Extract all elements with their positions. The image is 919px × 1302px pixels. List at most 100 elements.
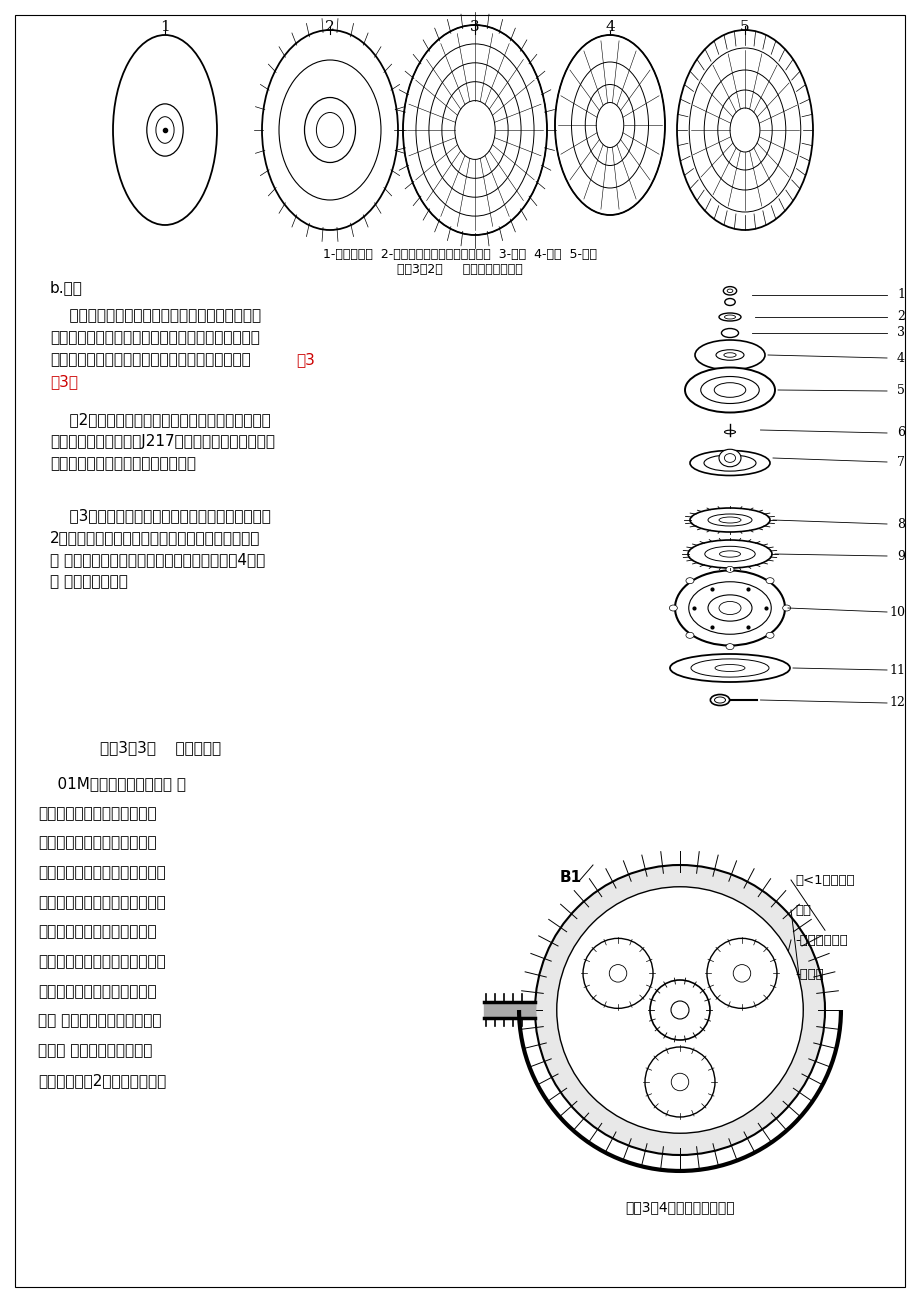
Text: 娜式行星轮式变速机构，基本: 娜式行星轮式变速机构，基本	[38, 806, 156, 820]
Ellipse shape	[686, 633, 693, 638]
Text: 齿圈: 齿圈	[794, 904, 811, 917]
Ellipse shape	[732, 965, 750, 982]
Ellipse shape	[670, 1001, 688, 1019]
Ellipse shape	[723, 353, 735, 357]
Text: 5: 5	[896, 384, 904, 397]
Ellipse shape	[713, 383, 745, 397]
Ellipse shape	[724, 298, 734, 306]
Ellipse shape	[675, 570, 784, 646]
Text: 3: 3	[470, 20, 480, 34]
Text: 油泵位于变扭器和变速器之间，由变扭器壳体驱: 油泵位于变扭器和变速器之间，由变扭器壳体驱	[50, 309, 261, 323]
Text: 一<1、太阳秘: 一<1、太阳秘	[794, 874, 854, 887]
Ellipse shape	[650, 980, 709, 1040]
Ellipse shape	[725, 566, 733, 573]
Text: 1: 1	[896, 289, 904, 302]
Ellipse shape	[669, 654, 789, 682]
Text: ，则第三个输出动力，通过不: ，则第三个输出动力，通过不	[38, 984, 156, 999]
Text: -行星齿轮支架: -行星齿轮支架	[794, 934, 846, 947]
Ellipse shape	[719, 517, 740, 523]
Ellipse shape	[700, 376, 758, 404]
Ellipse shape	[704, 547, 754, 561]
Ellipse shape	[690, 659, 768, 677]
Ellipse shape	[724, 315, 734, 319]
Text: 图3: 图3	[296, 352, 315, 367]
Ellipse shape	[685, 367, 774, 413]
Text: 6: 6	[896, 427, 904, 440]
Ellipse shape	[719, 312, 740, 322]
Ellipse shape	[689, 508, 769, 533]
Ellipse shape	[723, 453, 735, 462]
Text: （图3－3）    油泵结构图: （图3－3） 油泵结构图	[100, 740, 221, 755]
Text: （图3－2）     液力变扭器结构图: （图3－2） 液力变扭器结构图	[397, 263, 522, 276]
Ellipse shape	[706, 939, 777, 1008]
Text: 2: 2	[896, 310, 904, 323]
Ellipse shape	[720, 328, 738, 337]
Ellipse shape	[535, 865, 824, 1155]
Text: （3）变速机构：采用拉维那式行星齿轮变速机构: （3）变速机构：采用拉维那式行星齿轮变速机构	[50, 508, 270, 523]
Text: 元件；液压控制部分包括滑阀箱等。: 元件；液压控制部分包括滑阀箱等。	[50, 456, 196, 471]
Ellipse shape	[583, 939, 652, 1008]
Ellipse shape	[725, 643, 733, 650]
Text: 动，其作用是建立油压，并通过滑阀箱控制各离合器: 动，其作用是建立油压，并通过滑阀箱控制各离合器	[50, 329, 259, 345]
Ellipse shape	[556, 887, 802, 1133]
Ellipse shape	[689, 450, 769, 475]
Ellipse shape	[714, 664, 744, 672]
Ellipse shape	[687, 540, 771, 568]
Text: 9: 9	[896, 549, 904, 562]
Text: 01M型自动变速器采用拉 维: 01M型自动变速器采用拉 维	[38, 776, 186, 792]
Text: 2个太阳轮独立运动，齿圈输出动力，通过对大、小: 2个太阳轮独立运动，齿圈输出动力，通过对大、小	[50, 530, 260, 546]
Text: 4: 4	[896, 352, 904, 365]
Text: 在太阳轮、行星架和齿圈三者: 在太阳轮、行星架和齿圈三者	[38, 924, 156, 940]
Ellipse shape	[709, 694, 729, 706]
Ellipse shape	[726, 289, 732, 293]
Text: 5: 5	[740, 20, 749, 34]
Ellipse shape	[722, 286, 736, 296]
Text: 3: 3	[896, 327, 904, 340]
Text: 2: 2	[324, 20, 335, 34]
Text: 1-变扭器壳体  2-锁止离合器（带扭转减振器）  3-涡轮  4-导轮  5-泵轮: 1-变扭器壳体 2-锁止离合器（带扭转减振器） 3-涡轮 4-导轮 5-泵轮	[323, 247, 596, 260]
Text: 进 档及一个倒档。: 进 档及一个倒档。	[50, 574, 128, 589]
Ellipse shape	[608, 965, 626, 982]
Text: B1: B1	[560, 870, 582, 885]
Ellipse shape	[715, 350, 743, 361]
Text: 太 阳轮及行星架的不同驱动、制动组合，实现4个前: 太 阳轮及行星架的不同驱动、制动组合，实现4个前	[50, 552, 265, 566]
Text: （图3－4）行星轮机构构图: （图3－4）行星轮机构构图	[625, 1200, 734, 1213]
Ellipse shape	[686, 578, 693, 583]
Ellipse shape	[671, 1073, 688, 1091]
Ellipse shape	[708, 514, 751, 526]
Text: 8: 8	[896, 517, 904, 530]
Ellipse shape	[782, 605, 789, 611]
Text: 轮、行星架和齿圈，其中行星轮: 轮、行星架和齿圈，其中行星轮	[38, 865, 165, 880]
Ellipse shape	[719, 449, 740, 466]
Ellipse shape	[714, 697, 725, 703]
Text: 是惰轮，不能输入、输出动力。: 是惰轮，不能输入、输出动力。	[38, 894, 165, 910]
Ellipse shape	[719, 602, 740, 615]
Text: －3）: －3）	[50, 374, 78, 389]
Text: 的行星轮机构包括太阳轮、星: 的行星轮机构包括太阳轮、星	[38, 836, 156, 850]
Text: 同的 组合，达到改变传动比的: 同的 组合，达到改变传动比的	[38, 1013, 162, 1029]
Text: -翘星轮: -翘星轮	[794, 969, 823, 982]
Ellipse shape	[703, 454, 755, 471]
Ellipse shape	[708, 595, 751, 621]
Ellipse shape	[669, 605, 676, 611]
Ellipse shape	[694, 340, 765, 370]
Text: 和制动器的动作。它采用转子齿轮泵，其结构见（: 和制动器的动作。它采用转子齿轮泵，其结构见（	[50, 352, 251, 367]
Text: 10: 10	[888, 605, 904, 618]
Ellipse shape	[644, 1047, 714, 1117]
Ellipse shape	[719, 551, 740, 557]
Text: 目的。 在拉维那式行星齿轮: 目的。 在拉维那式行星齿轮	[38, 1043, 153, 1059]
Text: 12: 12	[888, 697, 904, 710]
Ellipse shape	[688, 582, 770, 634]
Ellipse shape	[766, 633, 773, 638]
Ellipse shape	[724, 430, 734, 434]
Text: 部分包括电子控制单元J217及其相应的传感器和执行: 部分包括电子控制单元J217及其相应的传感器和执行	[50, 434, 275, 449]
Text: 11: 11	[888, 664, 904, 677]
Text: 7: 7	[896, 456, 904, 469]
Text: 中，驱动其中一个，制动另一个: 中，驱动其中一个，制动另一个	[38, 954, 165, 969]
Text: 1: 1	[160, 20, 170, 34]
Text: b.油泵: b.油泵	[50, 280, 83, 296]
Text: 4: 4	[605, 20, 614, 34]
Ellipse shape	[766, 578, 773, 583]
Text: （2）控制机构：采用电子、液压混合控制，电控: （2）控制机构：采用电子、液压混合控制，电控	[50, 411, 270, 427]
Text: 变速机构中有2个太阳轮，它们: 变速机构中有2个太阳轮，它们	[38, 1073, 166, 1088]
